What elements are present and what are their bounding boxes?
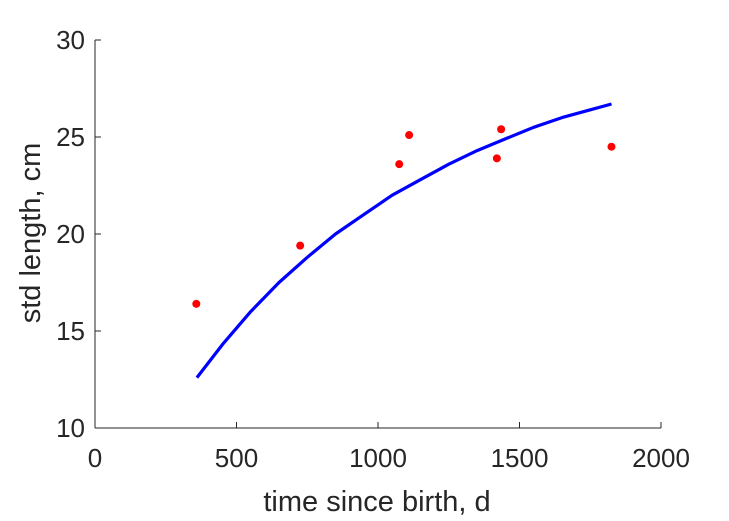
data-point xyxy=(395,160,404,169)
data-point xyxy=(192,299,201,308)
data-point xyxy=(497,125,506,134)
y-tick-label: 20 xyxy=(56,219,85,249)
x-tick-label: 1000 xyxy=(349,443,407,473)
x-tick-label: 2000 xyxy=(632,443,690,473)
y-tick-label: 30 xyxy=(56,25,85,55)
x-tick-label: 1500 xyxy=(491,443,549,473)
axes: 0 500 1000 1500 2000 10 15 20 25 30 xyxy=(56,25,690,473)
y-tick-label: 25 xyxy=(56,122,85,152)
data-point xyxy=(405,131,414,140)
data-point xyxy=(296,241,305,250)
y-tick-label: 10 xyxy=(56,413,85,443)
fit-curve xyxy=(195,102,612,379)
data-point xyxy=(492,154,501,163)
x-axis-label: time since birth, d xyxy=(263,486,490,518)
x-tick-label: 500 xyxy=(215,443,258,473)
y-tick-label: 15 xyxy=(56,316,85,346)
chart-marks xyxy=(192,102,616,379)
x-tick-label: 0 xyxy=(88,443,102,473)
y-axis-label: std length, cm xyxy=(15,143,47,324)
data-point xyxy=(607,142,616,151)
